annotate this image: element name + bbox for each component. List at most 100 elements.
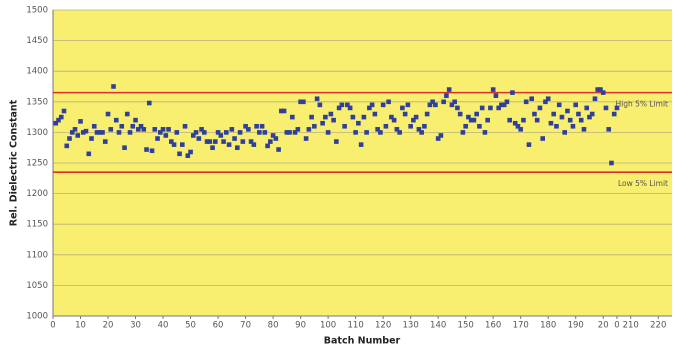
point <box>422 123 427 129</box>
point <box>455 105 460 111</box>
point <box>504 99 510 105</box>
point <box>168 139 174 144</box>
point <box>482 130 488 135</box>
point <box>111 84 116 89</box>
point <box>416 127 422 132</box>
point <box>174 130 180 135</box>
y-tick-label: 1350 <box>26 97 48 107</box>
point <box>466 114 471 120</box>
point <box>441 99 446 105</box>
point <box>350 114 356 120</box>
point <box>75 133 81 138</box>
point <box>496 105 501 111</box>
point <box>254 123 259 129</box>
point <box>565 108 570 114</box>
point <box>405 102 411 108</box>
point <box>471 117 477 123</box>
point <box>493 93 499 98</box>
point <box>339 102 345 108</box>
point <box>144 147 149 152</box>
point <box>611 111 617 117</box>
point <box>391 117 397 123</box>
point <box>210 145 215 150</box>
point <box>499 102 504 108</box>
x-tick-label: 190 <box>568 321 584 331</box>
point <box>460 130 466 135</box>
x-tick-label: 0 <box>614 321 619 331</box>
x-tick-label: 110 <box>348 321 364 331</box>
point <box>64 143 70 149</box>
x-tick-label: 0 <box>50 321 55 331</box>
point <box>284 130 290 135</box>
point <box>526 142 532 147</box>
point <box>309 114 314 120</box>
point <box>545 96 551 102</box>
point <box>554 123 559 129</box>
point <box>182 123 188 129</box>
point <box>342 123 347 129</box>
point <box>100 130 105 135</box>
point <box>94 130 100 135</box>
point <box>235 145 240 150</box>
point <box>276 147 281 152</box>
x-tick-label: 130 <box>403 321 419 331</box>
point <box>592 96 598 102</box>
point <box>444 93 449 98</box>
point <box>306 127 312 132</box>
point <box>246 127 251 132</box>
point <box>303 136 309 141</box>
point <box>58 114 64 120</box>
point <box>457 111 463 117</box>
point <box>191 133 196 138</box>
y-tick-label: 1000 <box>26 312 48 322</box>
point <box>325 130 331 135</box>
point <box>576 111 581 117</box>
point <box>265 143 270 149</box>
y-tick-label: 1150 <box>26 220 48 230</box>
point <box>273 136 279 141</box>
x-tick-label: 140 <box>430 321 446 331</box>
point <box>155 136 160 141</box>
point <box>149 148 155 154</box>
point <box>369 102 375 108</box>
point <box>199 127 204 132</box>
point <box>138 123 144 129</box>
point <box>438 133 444 138</box>
point <box>534 117 540 123</box>
point <box>413 114 419 120</box>
x-tick-label: 50 <box>185 321 196 331</box>
point <box>287 130 292 135</box>
y-axis-title: Rel. Dielectric Constant <box>9 99 20 226</box>
point <box>463 123 468 129</box>
point <box>537 105 543 111</box>
x-tick-label: 150 <box>458 321 474 331</box>
point <box>127 130 133 135</box>
limit-label: Low 5% Limit <box>618 179 668 188</box>
point <box>347 105 353 111</box>
point <box>334 139 339 144</box>
point <box>248 139 254 144</box>
x-tick-label: 180 <box>540 321 556 331</box>
point <box>515 123 521 129</box>
point <box>53 120 59 126</box>
point <box>257 130 262 135</box>
point <box>226 142 232 147</box>
point <box>243 123 248 129</box>
point <box>512 120 518 126</box>
point <box>380 102 386 108</box>
point <box>270 133 276 138</box>
point <box>562 130 568 135</box>
point <box>80 130 86 135</box>
point <box>91 123 97 129</box>
point <box>215 130 221 135</box>
point <box>364 130 369 135</box>
y-tick-label: 1250 <box>26 159 48 169</box>
point <box>314 96 320 102</box>
point <box>570 123 576 129</box>
point <box>281 108 287 114</box>
point <box>589 111 595 117</box>
point <box>402 111 408 117</box>
point <box>548 120 554 126</box>
point <box>356 120 361 126</box>
